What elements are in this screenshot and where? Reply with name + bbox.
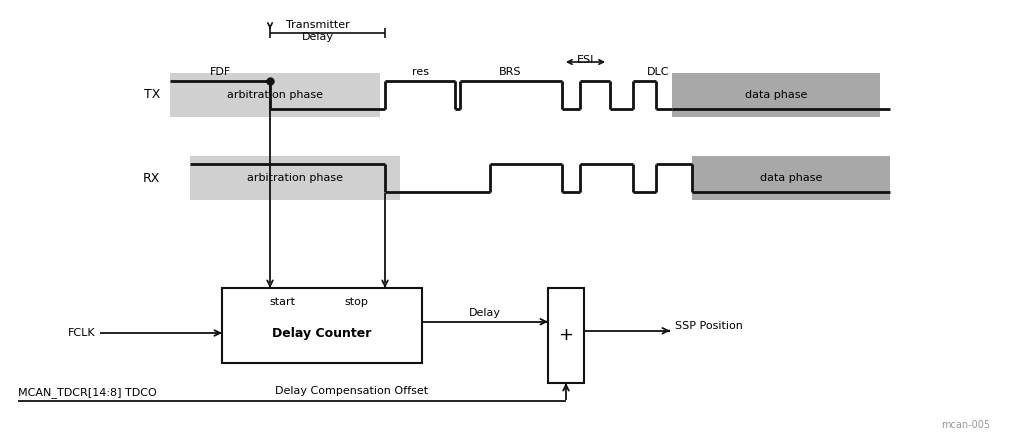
Text: arbitration phase: arbitration phase [247, 173, 343, 183]
Bar [548, 288, 585, 383]
Text: data phase: data phase [745, 90, 807, 100]
Text: Delay Counter: Delay Counter [272, 326, 372, 339]
Text: Delay: Delay [469, 308, 501, 318]
Text: stop: stop [344, 297, 368, 307]
Bar [222, 288, 422, 363]
Bar [672, 73, 880, 117]
Text: +: + [558, 326, 573, 345]
Text: TX: TX [144, 88, 160, 102]
Text: res: res [411, 67, 428, 77]
Text: RX: RX [143, 172, 160, 184]
Text: data phase: data phase [760, 173, 823, 183]
Text: SSP Position: SSP Position [675, 321, 743, 331]
Bar [190, 156, 400, 200]
Text: ESI: ESI [577, 55, 595, 65]
Text: Transmitter
Delay: Transmitter Delay [286, 20, 349, 42]
Text: arbitration phase: arbitration phase [227, 90, 323, 100]
Text: start: start [269, 297, 295, 307]
Text: mcan-005: mcan-005 [941, 420, 990, 430]
Bar [170, 73, 380, 117]
Text: MCAN_TDCR[14:8] TDCO: MCAN_TDCR[14:8] TDCO [18, 388, 157, 399]
Text: Delay Compensation Offset: Delay Compensation Offset [276, 386, 428, 396]
Text: DLC: DLC [646, 67, 670, 77]
Text: BRS: BRS [498, 67, 522, 77]
Text: FCLK: FCLK [68, 328, 95, 338]
Text: FDF: FDF [210, 67, 231, 77]
Bar [692, 156, 890, 200]
